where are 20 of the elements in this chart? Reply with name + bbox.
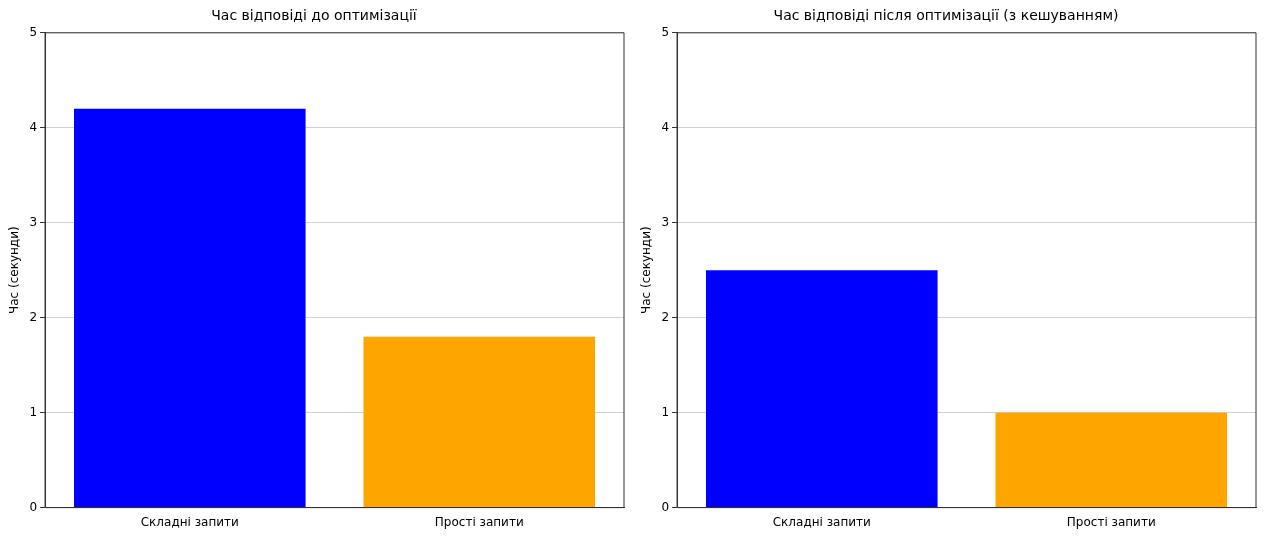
y-tick-label: 1 — [29, 404, 38, 419]
chart-title: Час відповіді до оптимізації — [211, 7, 417, 24]
y-tick-label: 2 — [661, 309, 670, 324]
x-tick-label: Прості запити — [1066, 514, 1156, 529]
y-tick-label: 0 — [661, 499, 670, 514]
y-tick-label: 4 — [29, 119, 38, 134]
y-tick-label: 3 — [661, 214, 670, 229]
y-tick-label: 1 — [661, 404, 670, 419]
y-tick-label: 4 — [661, 119, 670, 134]
x-tick-label: Прості запити — [434, 514, 524, 529]
y-axis-title: Час (секунди) — [639, 226, 654, 315]
chart-title: Час відповіді після оптимізації (з кешуванням) — [773, 7, 1119, 24]
y-tick-label: 2 — [29, 309, 38, 324]
x-tick-label: Складні запити — [140, 514, 239, 529]
x-tick-label: Складні запити — [772, 514, 871, 529]
y-tick-label: 0 — [29, 499, 38, 514]
y-tick-label: 3 — [29, 214, 38, 229]
y-axis-title: Час (секунди) — [7, 226, 22, 315]
y-tick-label: 5 — [661, 24, 670, 39]
y-tick-label: 5 — [29, 24, 38, 39]
